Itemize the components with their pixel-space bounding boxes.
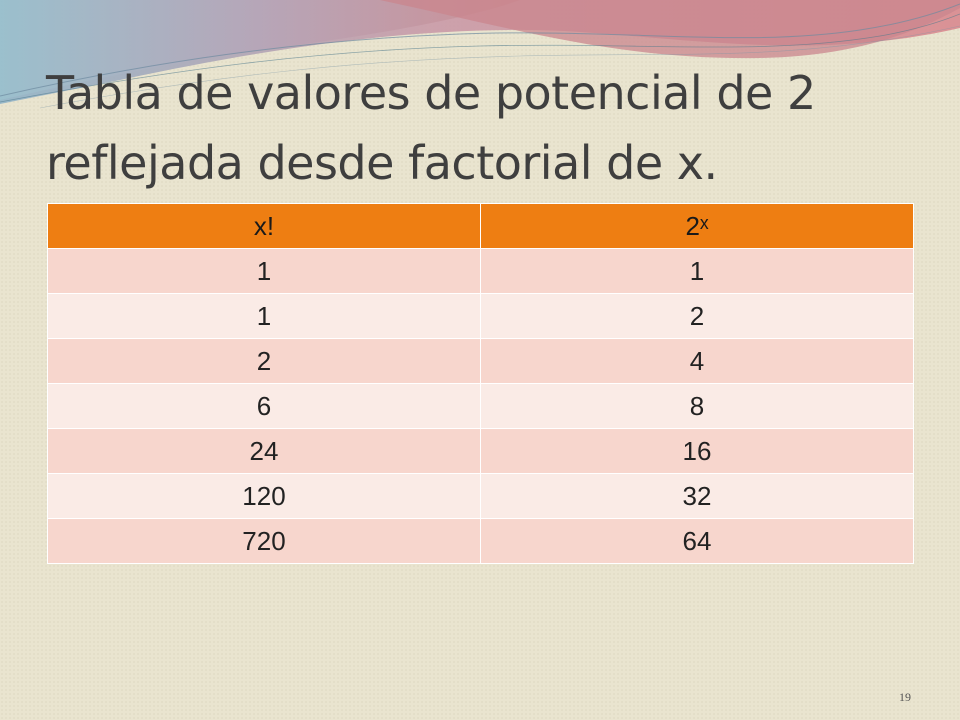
table-header-row: x! 2ˣ: [47, 203, 914, 249]
slide-title: Tabla de valores de potencial de 2 refle…: [46, 66, 816, 190]
factorial-cell: 1: [47, 248, 481, 294]
factorial-cell: 1: [47, 293, 481, 339]
power-cell: 32: [480, 473, 914, 519]
table-row: 1 2: [47, 293, 914, 339]
table-row: 720 64: [47, 518, 914, 564]
factorial-cell: 6: [47, 383, 481, 429]
power-cell: 64: [480, 518, 914, 564]
power-cell: 2: [480, 293, 914, 339]
header-power-of-two: 2ˣ: [480, 203, 914, 249]
factorial-cell: 120: [47, 473, 481, 519]
power-cell: 16: [480, 428, 914, 474]
table-row: 120 32: [47, 473, 914, 519]
factorial-cell: 2: [47, 338, 481, 384]
header-factorial: x!: [47, 203, 481, 249]
power-cell: 1: [480, 248, 914, 294]
table-row: 24 16: [47, 428, 914, 474]
table-row: 1 1: [47, 248, 914, 294]
factorial-cell: 720: [47, 518, 481, 564]
power-cell: 8: [480, 383, 914, 429]
values-table: x! 2ˣ 1 1 1 2 2 4 6 8 24 16 120 32 720: [47, 203, 914, 564]
table-row: 2 4: [47, 338, 914, 384]
factorial-cell: 24: [47, 428, 481, 474]
page-number: 19: [899, 690, 911, 704]
table-row: 6 8: [47, 383, 914, 429]
decorative-wave-banner: [0, 0, 960, 109]
power-cell: 4: [480, 338, 914, 384]
